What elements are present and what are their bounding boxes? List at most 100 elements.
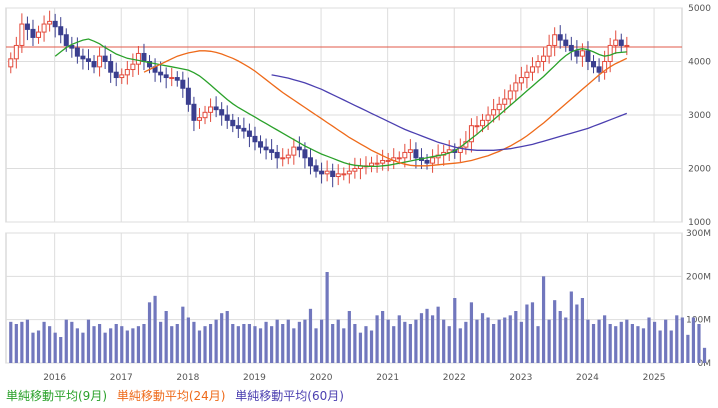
candle-up bbox=[524, 71, 530, 79]
candle-down bbox=[63, 34, 69, 46]
volume-bar bbox=[408, 324, 412, 363]
candle-up bbox=[202, 111, 208, 119]
candle-down bbox=[213, 106, 219, 111]
candle-down bbox=[58, 26, 64, 36]
volume-bar bbox=[264, 321, 268, 363]
volume-bar bbox=[64, 319, 68, 363]
volume-bar bbox=[580, 298, 585, 363]
volume-bar bbox=[658, 330, 662, 363]
volume-bar bbox=[403, 321, 407, 363]
candle-up bbox=[352, 168, 358, 172]
volume-bar bbox=[281, 324, 285, 363]
price-tick-label: 3000 bbox=[688, 111, 711, 121]
volume-bar bbox=[381, 311, 385, 363]
candle-down bbox=[69, 44, 75, 49]
candle-up bbox=[613, 39, 619, 46]
candle-down bbox=[296, 146, 302, 151]
volume-bar bbox=[614, 326, 618, 363]
volume-bar bbox=[175, 324, 179, 363]
volume-bar bbox=[636, 326, 640, 363]
volume-bar bbox=[70, 321, 74, 363]
candle-up bbox=[13, 44, 19, 60]
candle-up bbox=[97, 55, 103, 68]
candle-down bbox=[302, 149, 308, 159]
x-tick-label: 2024 bbox=[576, 373, 599, 383]
volume-bar bbox=[647, 317, 651, 363]
candle-up bbox=[535, 61, 541, 68]
candle-down bbox=[269, 149, 275, 153]
volume-bar bbox=[475, 319, 479, 363]
volume-bar bbox=[625, 319, 629, 363]
candle-up bbox=[385, 159, 391, 162]
volume-bar bbox=[297, 321, 301, 363]
legend-ma24: 単純移動平均(24月) bbox=[116, 389, 226, 403]
x-tick-label: 2019 bbox=[243, 373, 266, 383]
candle-down bbox=[557, 34, 563, 41]
candle-up bbox=[124, 69, 130, 76]
volume-bar bbox=[48, 326, 52, 363]
candle-down bbox=[85, 58, 91, 63]
volume-tick-label: 200M bbox=[686, 272, 711, 282]
volume-bar bbox=[492, 324, 496, 363]
volume-bar bbox=[242, 324, 246, 363]
volume-bar bbox=[319, 319, 324, 363]
volume-bar bbox=[92, 326, 96, 363]
legend: 単純移動平均(9月) 単純移動平均(24月) 単純移動平均(60月) bbox=[6, 387, 350, 404]
volume-bar bbox=[358, 332, 363, 363]
volume-bar bbox=[59, 337, 63, 363]
volume-bar bbox=[253, 326, 257, 363]
price-tick-label: 2000 bbox=[688, 165, 711, 175]
volume-bar bbox=[586, 319, 590, 363]
volume-bar bbox=[597, 319, 601, 363]
candle-up bbox=[119, 74, 125, 79]
candle-down bbox=[224, 114, 230, 121]
volume-bar bbox=[442, 319, 446, 363]
volume-bar bbox=[386, 319, 390, 363]
volume-bar bbox=[547, 319, 551, 363]
volume-tick-label: 0M bbox=[698, 359, 712, 369]
volume-bar bbox=[125, 330, 129, 363]
x-tick-label: 2023 bbox=[509, 373, 532, 383]
ma60-line bbox=[271, 74, 628, 151]
volume-bar bbox=[192, 321, 196, 363]
volume-bar bbox=[275, 319, 279, 363]
volume-bar bbox=[536, 326, 540, 363]
candle-up bbox=[285, 154, 291, 159]
candle-down bbox=[313, 165, 319, 172]
volume-bar bbox=[503, 317, 507, 363]
price-tick-label: 5000 bbox=[688, 4, 711, 14]
candle-up bbox=[196, 117, 202, 121]
candle-up bbox=[396, 157, 402, 160]
volume-bar bbox=[364, 326, 368, 363]
volume-bar bbox=[464, 321, 468, 363]
volume-bar bbox=[142, 324, 146, 363]
volume-bar bbox=[25, 319, 30, 363]
candle-down bbox=[574, 50, 580, 57]
candle-down bbox=[24, 23, 30, 30]
volume-bar bbox=[525, 304, 529, 363]
volume-bar bbox=[541, 276, 546, 363]
volume-bar bbox=[414, 319, 418, 363]
candle-down bbox=[174, 77, 180, 81]
volume-bar bbox=[131, 328, 135, 363]
volume-bar bbox=[236, 326, 240, 363]
candle-down bbox=[307, 157, 313, 167]
candle-up bbox=[135, 52, 141, 65]
candle-down bbox=[568, 44, 574, 52]
volume-bar bbox=[325, 272, 329, 363]
candle-up bbox=[402, 151, 408, 159]
candle-up bbox=[485, 114, 491, 121]
volume-bar bbox=[514, 311, 518, 363]
ma24-line bbox=[143, 50, 628, 167]
candle-down bbox=[591, 61, 597, 68]
candle-up bbox=[529, 66, 535, 73]
candle-up bbox=[280, 157, 286, 160]
candle-down bbox=[219, 109, 225, 116]
volume-bar bbox=[453, 298, 457, 363]
candle-down bbox=[108, 61, 114, 73]
candle-down bbox=[235, 125, 241, 129]
volume-bar bbox=[331, 324, 335, 363]
legend-ma60: 単純移動平均(60月) bbox=[235, 389, 344, 403]
volume-bar bbox=[114, 324, 118, 363]
